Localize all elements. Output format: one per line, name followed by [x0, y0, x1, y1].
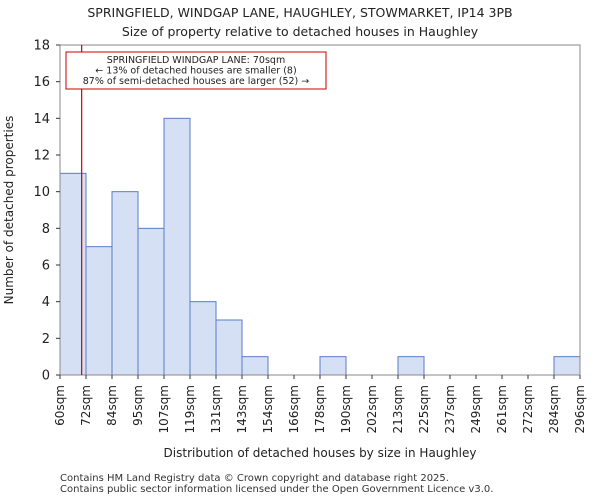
- x-tick-label: 72sqm: [79, 385, 93, 426]
- histogram-bar: [241, 356, 269, 376]
- y-tick-label: 12: [33, 149, 50, 164]
- histogram-bar: [137, 227, 165, 376]
- credit-line-1: Contains HM Land Registry data © Crown c…: [60, 473, 449, 484]
- x-tick-label: 261sqm: [495, 385, 509, 433]
- annotation-text: 87% of semi-detached houses are larger (…: [83, 76, 310, 87]
- x-tick-label: 60sqm: [53, 385, 67, 426]
- x-tick-label: 95sqm: [131, 385, 145, 426]
- y-tick-label: 2: [42, 332, 50, 347]
- x-tick-label: 131sqm: [209, 385, 223, 433]
- chart-title-main: SPRINGFIELD, WINDGAP LANE, HAUGHLEY, STO…: [87, 5, 513, 20]
- x-tick-label: 213sqm: [391, 385, 405, 433]
- x-tick-label: 225sqm: [417, 385, 431, 433]
- y-tick-label: 14: [33, 112, 50, 127]
- credits: Contains HM Land Registry data © Crown c…: [60, 473, 493, 495]
- annotation-text: ← 13% of detached houses are smaller (8): [95, 66, 296, 77]
- histogram-bar: [215, 319, 243, 376]
- x-tick-label: 284sqm: [547, 385, 561, 433]
- y-tick-label: 10: [33, 185, 50, 200]
- y-tick-label: 8: [42, 222, 50, 237]
- y-tick-label: 6: [42, 259, 50, 274]
- x-tick-label: 249sqm: [469, 385, 483, 433]
- x-axis-label: Distribution of detached houses by size …: [164, 446, 477, 460]
- x-tick-label: 154sqm: [261, 385, 275, 433]
- x-tick-label: 296sqm: [573, 385, 587, 433]
- axes-layer: 0 2 4 6 8 10 12 14 16 18 60sqm 72sqm 84sqm 95sqm 107sq…: [33, 39, 587, 434]
- x-tick-label: 237sqm: [443, 385, 457, 433]
- credit-line-2: Contains public sector information licen…: [60, 484, 494, 495]
- annotation-box: [65, 51, 327, 90]
- histogram-bar: [163, 117, 191, 376]
- x-tick-label: 107sqm: [157, 385, 171, 433]
- histogram-bar: [111, 191, 139, 376]
- y-tick-label: 0: [42, 369, 50, 384]
- y-tick-label: 4: [42, 295, 50, 310]
- histogram-bar: [85, 246, 113, 376]
- y-tick-label: 18: [33, 39, 50, 54]
- histogram-bar: [397, 356, 425, 376]
- x-tick-label: 202sqm: [365, 385, 379, 433]
- marker-layer: SPRINGFIELD WINDGAP LANE: 70sqm← 13% of …: [65, 45, 327, 375]
- x-tick-label: 84sqm: [105, 385, 119, 426]
- histogram-bar: [553, 356, 581, 376]
- y-tick-label: 16: [33, 75, 50, 90]
- x-tick-label: 166sqm: [287, 385, 301, 433]
- histogram-bar: [189, 301, 217, 376]
- chart-subtitle: Size of property relative to detached ho…: [121, 24, 479, 39]
- bars-layer: [59, 117, 581, 376]
- x-tick-label: 119sqm: [183, 385, 197, 433]
- x-tick-label: 272sqm: [521, 385, 535, 433]
- chart-title: SPRINGFIELD, WINDGAP LANE, HAUGHLEY, STO…: [0, 3, 600, 41]
- x-tick-label: 190sqm: [339, 385, 353, 433]
- annotation-text: SPRINGFIELD WINDGAP LANE: 70sqm: [107, 55, 285, 66]
- x-tick-label: 178sqm: [313, 385, 327, 433]
- x-tick-label: 143sqm: [235, 385, 249, 433]
- histogram-bar: [319, 356, 347, 376]
- y-axis-label: Number of detached properties: [2, 116, 16, 305]
